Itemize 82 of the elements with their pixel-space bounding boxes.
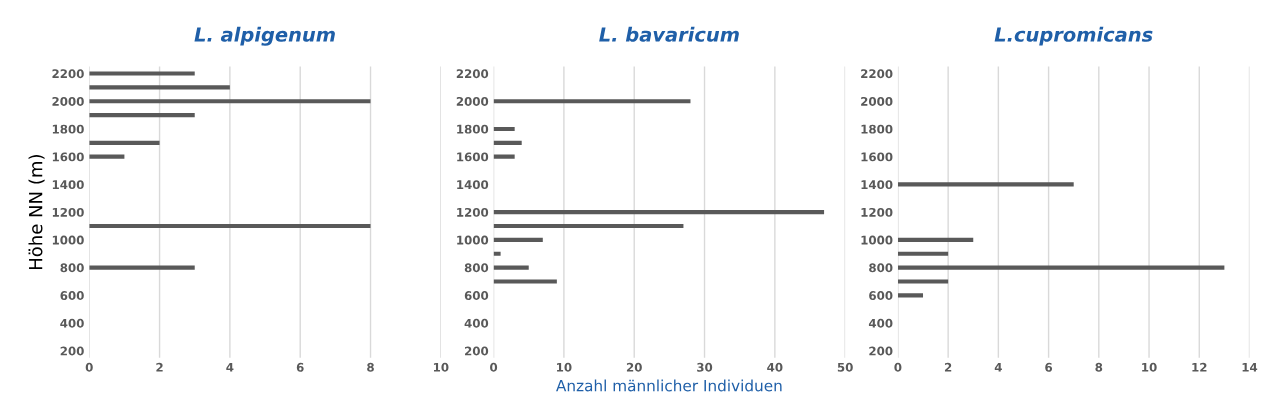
x-tick-label: 2 (944, 362, 952, 372)
y-tick-label: 400 (868, 318, 893, 328)
y-tick-label: 1800 (52, 124, 84, 134)
y-tick-label: 800 (464, 263, 489, 273)
y-tick-label: 200 (869, 346, 893, 356)
y-tick-label: 1400 (861, 180, 893, 190)
bar (89, 140, 160, 145)
bar (89, 154, 125, 159)
y-tick-label: 800 (869, 263, 893, 273)
y-tick-label: 1000 (861, 235, 893, 245)
bar (493, 140, 522, 145)
bar (493, 99, 691, 104)
y-tick-label: 2200 (52, 69, 84, 79)
x-tick-label: 0 (894, 362, 902, 372)
bar (897, 279, 949, 284)
x-tick-label: 0 (490, 362, 498, 372)
bar (89, 99, 371, 104)
y-tick-label: 1200 (861, 207, 893, 217)
y-tick-label: 1400 (52, 180, 84, 190)
bar (897, 251, 949, 256)
bar (493, 237, 543, 242)
x-tick-label: 14 (1242, 362, 1258, 372)
bar (493, 251, 501, 256)
x-tick-label: 6 (296, 362, 304, 372)
y-tick-label: 1200 (457, 207, 489, 217)
y-axis-title: Höhe NN (m) (28, 155, 45, 270)
x-tick-label: 4 (994, 362, 1002, 372)
x-tick-label: 10 (557, 362, 572, 372)
x-axis-title: Anzahl männlicher Individuen (556, 379, 782, 392)
bar (89, 113, 195, 118)
bar (493, 223, 684, 229)
y-tick-label: 1600 (457, 152, 489, 162)
y-tick-label: 600 (464, 291, 489, 301)
x-tick-label: 6 (1045, 362, 1053, 372)
chart-title: L. alpigenum (194, 26, 335, 46)
bar (493, 154, 515, 159)
y-tick-label: 1800 (457, 124, 489, 134)
bar (89, 265, 195, 270)
x-tick-label: 10 (1142, 362, 1157, 372)
x-tick-label: 12 (1192, 362, 1207, 372)
bar (89, 85, 230, 90)
bar (493, 279, 557, 284)
x-tick-label: 4 (226, 362, 234, 372)
y-tick-label: 400 (60, 318, 84, 328)
y-tick-label: 1600 (861, 152, 893, 162)
y-tick-label: 600 (60, 291, 84, 301)
bar (493, 265, 529, 270)
y-tick-label: 1600 (52, 152, 84, 162)
bar (89, 223, 371, 229)
y-tick-label: 2200 (861, 69, 893, 79)
y-tick-label: 400 (464, 318, 489, 328)
y-tick-label: 1400 (457, 180, 489, 190)
bar (493, 210, 825, 215)
x-tick-label: 2 (156, 362, 163, 372)
x-tick-label: 10 (433, 362, 449, 372)
chart-title: L. bavaricum (599, 26, 739, 42)
bar (897, 182, 1074, 187)
y-tick-label: 1000 (52, 235, 84, 245)
x-tick-label: 8 (367, 362, 374, 372)
y-tick-label: 800 (60, 263, 84, 273)
y-tick-label: 2000 (456, 96, 489, 106)
y-tick-label: 2000 (52, 96, 84, 106)
x-tick-label: 50 (837, 362, 853, 372)
x-tick-label: 20 (626, 362, 642, 372)
y-tick-label: 1000 (457, 235, 489, 245)
bar (897, 293, 924, 298)
y-tick-label: 200 (60, 346, 84, 356)
y-tick-label: 200 (465, 346, 489, 356)
y-tick-label: 600 (869, 291, 893, 301)
y-tick-label: 2000 (861, 96, 893, 106)
y-tick-label: 2200 (456, 69, 489, 79)
y-tick-label: 1800 (861, 124, 893, 134)
x-tick-label: 30 (697, 362, 713, 372)
x-tick-label: 0 (85, 362, 93, 372)
bar (493, 126, 515, 132)
y-tick-label: 1200 (52, 207, 84, 217)
x-tick-label: 40 (767, 362, 783, 372)
chart-title: L.cupromicans (994, 26, 1153, 46)
bar (897, 237, 974, 242)
bar (89, 71, 195, 76)
bar (897, 265, 1225, 270)
x-tick-label: 8 (1095, 362, 1103, 372)
